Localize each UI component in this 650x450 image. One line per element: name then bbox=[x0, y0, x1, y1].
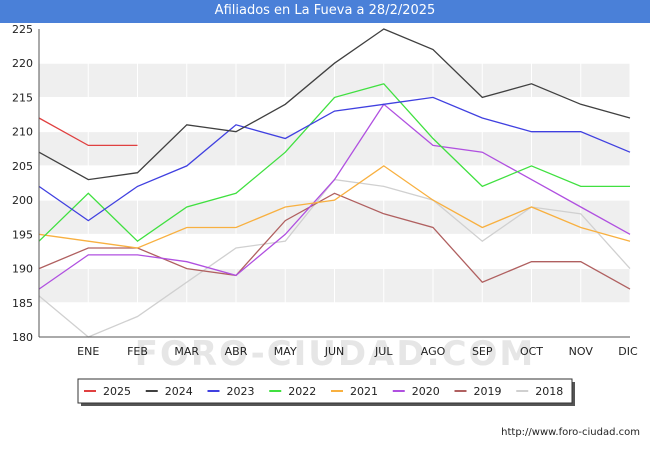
series-line-2022 bbox=[38, 83, 630, 243]
x-tick-label: NOV bbox=[569, 345, 594, 358]
y-tick-label: 215 bbox=[12, 91, 33, 104]
watermark: FORO-CIUDAD.COM bbox=[135, 334, 536, 374]
legend-label-2018: 2018 bbox=[535, 385, 563, 398]
legend-label-2019: 2019 bbox=[474, 385, 502, 398]
x-tick-label: OCT bbox=[520, 345, 543, 358]
x-tick-label: FEB bbox=[127, 345, 148, 358]
x-tick-label: JUL bbox=[374, 345, 393, 358]
legend-box bbox=[77, 378, 573, 404]
legend: 2025 2024 2023 2022 2021 2020 2019 2018 bbox=[77, 378, 575, 406]
footer-url[interactable]: http://www.foro-ciudad.com bbox=[501, 427, 640, 438]
x-tick-label: AGO bbox=[421, 345, 446, 358]
x-tick-labels: ENE FEB MAR ABR MAY JUN JUL AGO SEP OCT NOV DIC bbox=[77, 345, 638, 358]
series-line-2024 bbox=[38, 28, 631, 181]
x-tick-label: ENE bbox=[77, 345, 99, 358]
x-tick-label: SEP bbox=[472, 345, 493, 358]
x-tick-label: ABR bbox=[225, 345, 248, 358]
x-tick-label: JUN bbox=[324, 345, 345, 358]
axes bbox=[38, 29, 630, 338]
y-tick-label: 220 bbox=[12, 57, 33, 70]
x-tick-label: MAR bbox=[174, 345, 199, 358]
legend-label-2025: 2025 bbox=[103, 385, 131, 398]
y-tick-label: 205 bbox=[12, 160, 33, 173]
legend-label-2023: 2023 bbox=[227, 385, 255, 398]
series-line-2023 bbox=[38, 96, 631, 222]
legend-label-2021: 2021 bbox=[350, 385, 378, 398]
title-bar bbox=[0, 0, 650, 23]
chart-title: Afiliados en La Fueva a 28/2/2025 bbox=[214, 3, 436, 18]
series-line-2025 bbox=[38, 117, 138, 147]
y-tick-label: 210 bbox=[12, 126, 33, 139]
x-tick-label: MAY bbox=[274, 345, 297, 358]
y-tick-label: 180 bbox=[12, 331, 33, 344]
watermark-text: FORO-CIUDAD.COM bbox=[135, 334, 536, 374]
y-tick-label: 225 bbox=[12, 23, 33, 36]
y-tick-label: 195 bbox=[12, 228, 33, 241]
y-tick-label: 200 bbox=[12, 194, 33, 207]
x-tick-label: DIC bbox=[618, 345, 638, 358]
y-tick-labels: 180 185 190 195 200 205 210 215 220 225 bbox=[12, 23, 33, 344]
legend-label-2024: 2024 bbox=[165, 385, 193, 398]
legend-label-2020: 2020 bbox=[412, 385, 440, 398]
series-line-2021 bbox=[38, 165, 631, 249]
y-tick-label: 190 bbox=[12, 263, 33, 276]
series-lines bbox=[38, 28, 631, 338]
y-tick-label: 185 bbox=[12, 297, 33, 310]
series-line-2020 bbox=[38, 103, 631, 290]
legend-label-2022: 2022 bbox=[288, 385, 316, 398]
